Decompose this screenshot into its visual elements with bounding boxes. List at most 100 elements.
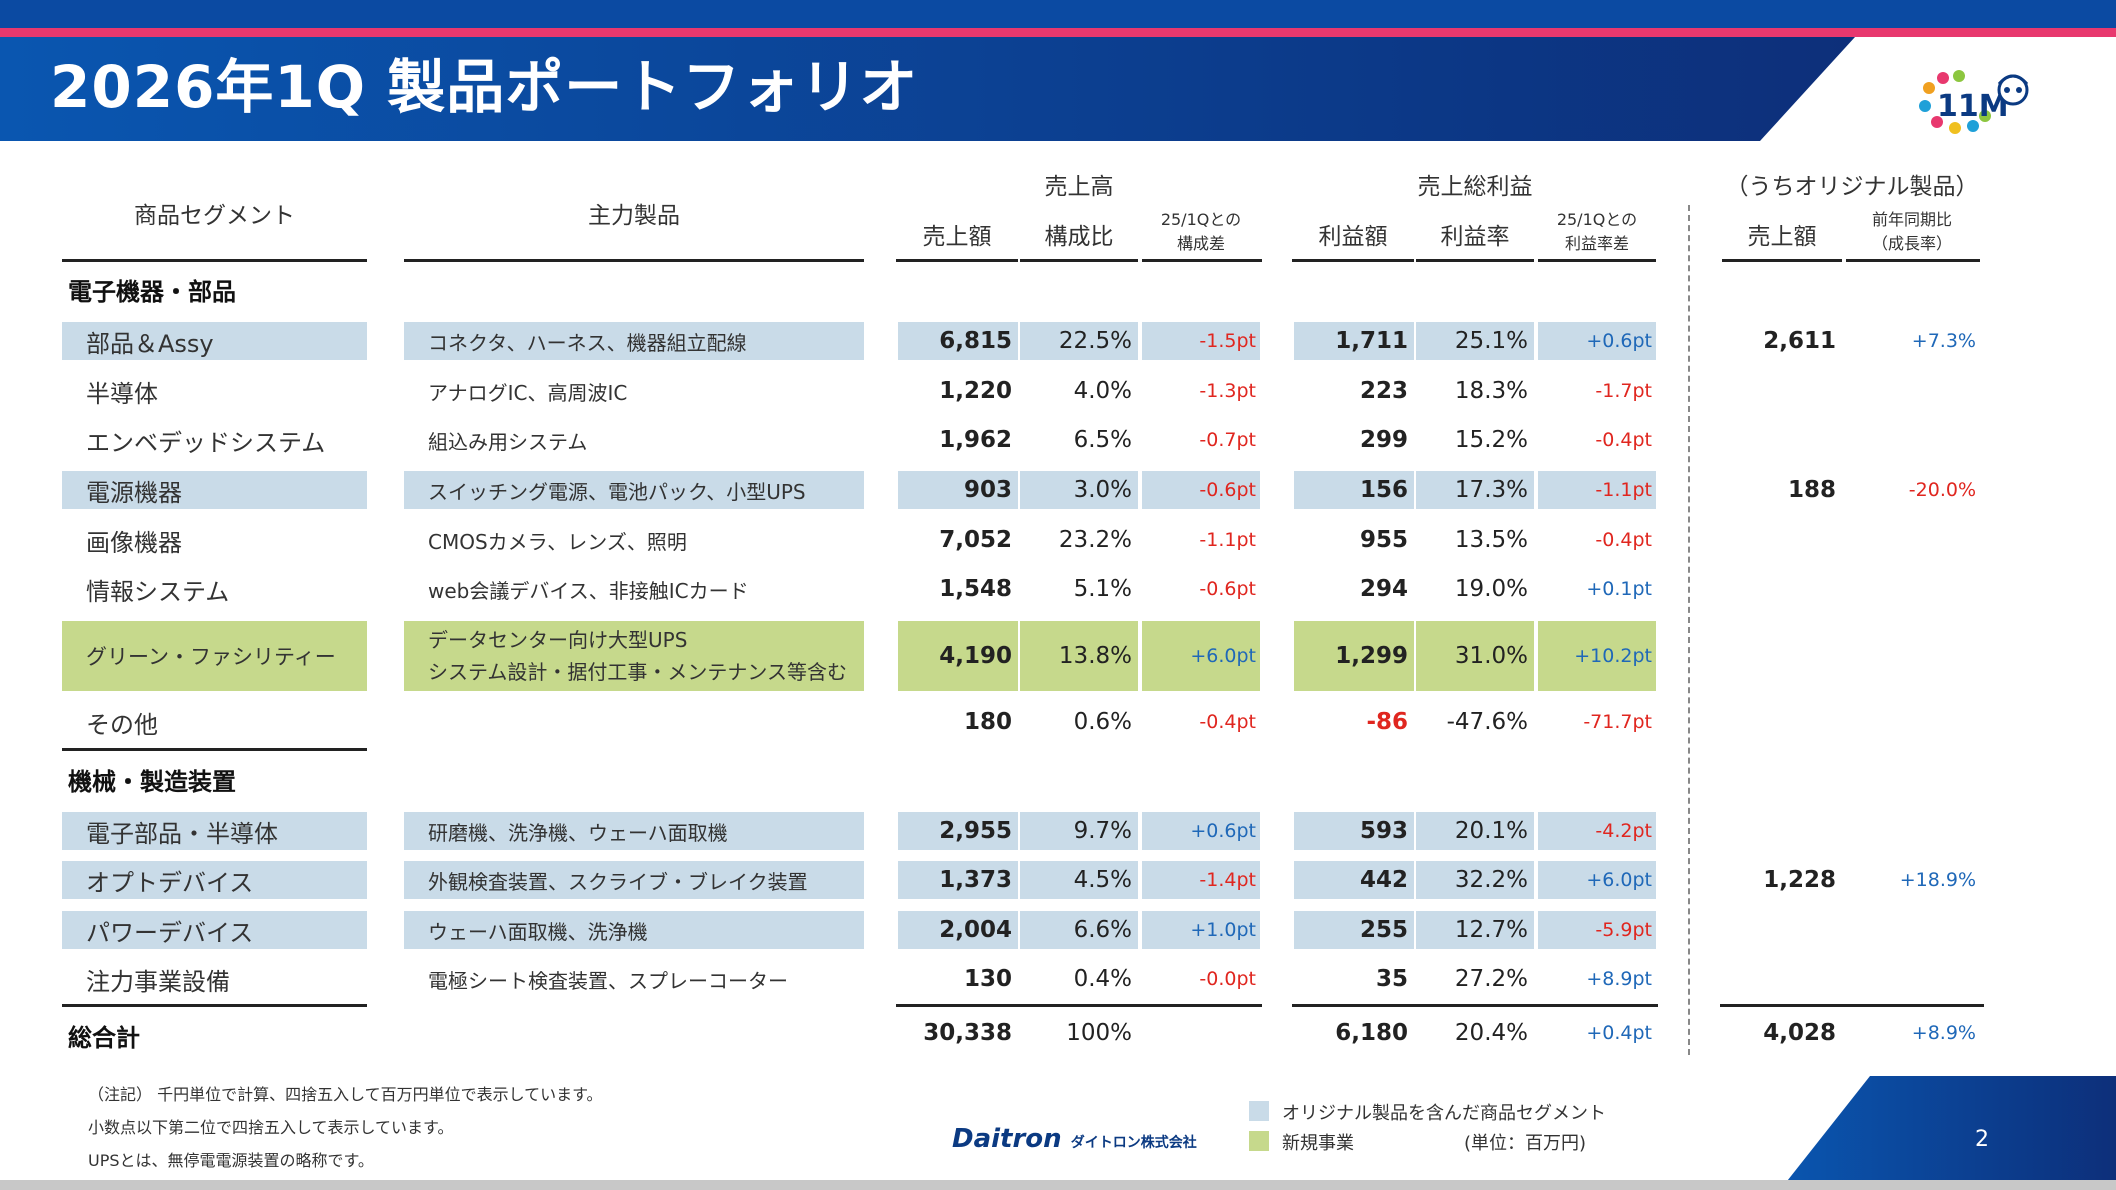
total-ratio: 100% (1066, 1020, 1132, 1046)
sales-amount: 1,220 (939, 378, 1012, 404)
original-column-separator (1688, 205, 1690, 1055)
segment-name: グリーン・ファシリティー (62, 621, 367, 691)
divider (1292, 1004, 1658, 1007)
sales-amount: 1,962 (939, 427, 1012, 453)
brand-logo: Daitron ダイトロン株式会社 (952, 1124, 1197, 1154)
segment-name: 半導体 (86, 379, 158, 408)
divider (896, 1004, 1262, 1007)
divider (1722, 259, 1842, 262)
original-growth: -20.0% (1908, 479, 1976, 501)
segment-name: 情報システム (86, 577, 230, 606)
sales-ratio-diff: +0.6pt (1142, 812, 1260, 850)
col-profit-amount: 利益額 (1318, 224, 1388, 250)
segment-name: パワーデバイス (62, 911, 367, 949)
sales-ratio: 4.0% (1073, 378, 1132, 404)
profit-rate: 20.1% (1416, 812, 1534, 850)
profit-amount: 593 (1294, 812, 1414, 850)
profit-rate-diff: -0.4pt (1595, 429, 1652, 451)
company-logo-icon: 11M (1919, 70, 2029, 134)
divider (1020, 259, 1138, 262)
sales-ratio: 6.6% (1020, 911, 1138, 949)
product-name: 電極シート検査装置、スプレーコーター (428, 968, 788, 993)
profit-rate-diff: -0.4pt (1595, 529, 1652, 551)
section-title-machinery: 機械・製造装置 (68, 768, 236, 796)
sales-ratio-diff: +1.0pt (1142, 911, 1260, 949)
sales-ratio-diff: -0.0pt (1199, 968, 1256, 990)
sales-amount: 1,548 (939, 576, 1012, 602)
divider (1416, 259, 1534, 262)
product-name: web会議デバイス、非接触ICカード (428, 578, 749, 603)
sales-ratio-diff: +6.0pt (1142, 621, 1260, 691)
profit-rate: 19.0% (1454, 576, 1528, 602)
svg-text:11M: 11M (1937, 89, 2009, 124)
col-sales-diff: 25/1Qとの 構成差 (1160, 210, 1242, 253)
divider (62, 259, 367, 262)
original-growth: +18.9% (1899, 869, 1976, 891)
total-label: 総合計 (68, 1024, 140, 1052)
segment-name: その他 (86, 710, 158, 739)
sales-ratio: 3.0% (1020, 471, 1138, 509)
profit-rate-diff: -1.1pt (1538, 471, 1656, 509)
profit-amount: 955 (1359, 527, 1408, 553)
profit-rate-diff: +8.9pt (1586, 968, 1652, 990)
profit-amount: 35 (1375, 966, 1408, 992)
sales-ratio-diff: -0.4pt (1199, 711, 1256, 733)
segment-name: エンベデッドシステム (86, 428, 326, 457)
col-profit-diff: 25/1Qとの 利益率差 (1556, 210, 1638, 253)
profit-amount: 223 (1359, 378, 1408, 404)
product-name: 研磨機、洗浄機、ウェーハ面取機 (404, 812, 864, 850)
total-original-growth: +8.9% (1911, 1022, 1976, 1044)
sales-ratio: 22.5% (1020, 322, 1138, 360)
col-sales-amount: 売上額 (922, 224, 992, 250)
product-line: システム設計・据付工事・メンテナンス等含む (428, 660, 847, 684)
sales-amount: 7,052 (939, 527, 1012, 553)
sales-amount: 2,004 (898, 911, 1018, 949)
profit-rate: 15.2% (1454, 427, 1528, 453)
sales-ratio-diff: -0.6pt (1199, 578, 1256, 600)
col-original-group: （うちオリジナル製品） (1725, 174, 1979, 200)
original-sales: 1,228 (1763, 867, 1836, 893)
footnote: （注記） 千円単位で計算、四捨五入して百万円単位で表示しています。 (88, 1085, 603, 1104)
top-bar (0, 0, 2116, 28)
product-name: CMOSカメラ、レンズ、照明 (428, 529, 687, 554)
profit-rate-diff: +0.1pt (1586, 578, 1652, 600)
bottom-bar (0, 1180, 2116, 1190)
title-banner: 2026年1Q 製品ポートフォリオ (0, 37, 2116, 141)
divider (62, 1004, 367, 1007)
divider (62, 748, 367, 751)
col-segment: 商品セグメント (134, 203, 295, 229)
profit-rate: 27.2% (1454, 966, 1528, 992)
sales-ratio-diff: -1.4pt (1142, 861, 1260, 899)
corner-decoration (1780, 1076, 2116, 1190)
product-name: データセンター向け大型UPS システム設計・据付工事・メンテナンス等含む (404, 621, 864, 691)
product-name: スイッチング電源、電池パック、小型UPS (404, 471, 864, 509)
original-sales: 2,611 (1763, 328, 1836, 354)
col-orig-growth: 前年同期比 （成長率） (1871, 210, 1952, 253)
sales-amount: 2,955 (898, 812, 1018, 850)
product-name: 組込み用システム (428, 429, 588, 454)
sales-ratio-diff: -1.5pt (1142, 322, 1260, 360)
segment-name: 部品＆Assy (62, 322, 367, 360)
legend-blue-swatch (1249, 1101, 1269, 1121)
profit-rate: 32.2% (1416, 861, 1534, 899)
profit-amount: 442 (1294, 861, 1414, 899)
total-rate: 20.4% (1454, 1020, 1528, 1046)
profit-rate-diff: -4.2pt (1538, 812, 1656, 850)
profit-rate: 12.7% (1416, 911, 1534, 949)
total-sales: 30,338 (923, 1020, 1012, 1046)
divider (896, 259, 1018, 262)
sales-ratio-diff: -0.6pt (1142, 471, 1260, 509)
profit-rate-diff: -5.9pt (1538, 911, 1656, 949)
col-profit-group: 売上総利益 (1417, 174, 1533, 200)
sales-ratio: 4.5% (1020, 861, 1138, 899)
sales-ratio: 5.1% (1073, 576, 1132, 602)
profit-rate: 13.5% (1454, 527, 1528, 553)
legend-blue-label: オリジナル製品を含んだ商品セグメント (1282, 1103, 1606, 1124)
profit-rate-diff: +6.0pt (1538, 861, 1656, 899)
sales-amount: 130 (963, 966, 1012, 992)
total-profit: 6,180 (1335, 1020, 1408, 1046)
footnote: UPSとは、無停電電源装置の略称です。 (88, 1151, 374, 1170)
sales-amount: 180 (963, 709, 1012, 735)
sales-ratio-diff: -1.1pt (1199, 529, 1256, 551)
original-growth: +7.3% (1911, 330, 1976, 352)
